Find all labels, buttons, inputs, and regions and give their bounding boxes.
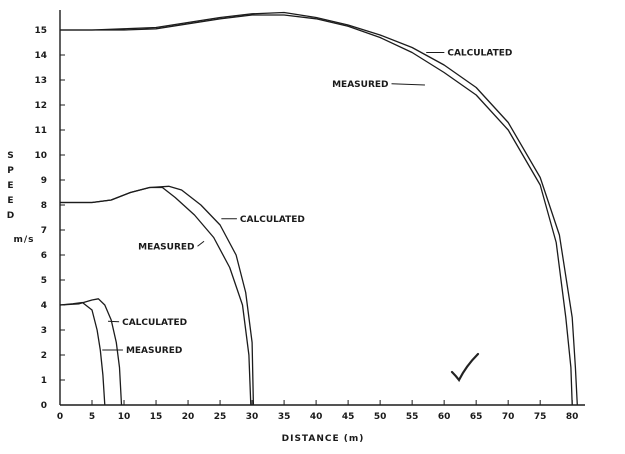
- series-line-measured-3: [60, 186, 252, 406]
- x-tick-label: 10: [118, 412, 131, 422]
- y-tick-label: 15: [34, 26, 47, 36]
- y-axis-unit: m/s: [13, 235, 34, 245]
- x-tick-label: 45: [342, 412, 355, 422]
- y-axis-title-letter: S: [7, 151, 14, 161]
- y-tick-label: 2: [41, 351, 47, 361]
- annotation-label: MEASURED: [138, 242, 194, 252]
- x-tick-label: 30: [246, 412, 259, 422]
- y-tick-label: 0: [41, 401, 47, 411]
- y-tick-label: 14: [34, 51, 47, 61]
- y-tick-label: 5: [41, 276, 47, 286]
- y-tick-label: 12: [34, 101, 47, 111]
- series-line-calculated-4: [59, 298, 123, 406]
- x-tick-label: 20: [182, 412, 195, 422]
- x-tick-label: 40: [310, 412, 323, 422]
- annotations: CALCULATED MEASURED CALCULATED MEASURED CALC…: [102, 49, 512, 356]
- check-mark: [450, 352, 480, 383]
- series-lines: [59, 11, 578, 406]
- x-tick-label: 65: [470, 412, 483, 422]
- annotation-label: CALCULATED: [447, 49, 512, 59]
- x-tick-label: 35: [278, 412, 291, 422]
- x-tick-label: 60: [438, 412, 451, 422]
- annotation-label: MEASURED: [126, 346, 182, 356]
- x-tick-label: 70: [502, 412, 515, 422]
- x-axis-title: DISTANCE (m): [282, 434, 365, 444]
- y-axis-title-letter: P: [7, 166, 15, 176]
- x-tick-label: 50: [374, 412, 387, 422]
- series-line-calculated-0: [60, 11, 578, 406]
- y-tick-label: 13: [34, 76, 47, 86]
- y-tick-label: 10: [34, 151, 47, 161]
- y-axis-title-letter: E: [7, 196, 14, 206]
- x-tick-label: 5: [89, 412, 95, 422]
- y-tick-label: 8: [41, 201, 47, 211]
- x-tick-label: 25: [214, 412, 227, 422]
- x-tick-label: 0: [57, 412, 63, 422]
- annotation-label: CALCULATED: [240, 215, 305, 225]
- x-tick-label: 15: [150, 412, 163, 422]
- annotation-leader: [107, 320, 120, 323]
- y-tick-label: 6: [41, 251, 47, 261]
- x-tick-label: 75: [534, 412, 547, 422]
- y-tick-label: 1: [41, 376, 47, 386]
- y-axis-title-letter: E: [7, 181, 14, 191]
- x-tick-label: 55: [406, 412, 419, 422]
- y-tick-label: 7: [41, 226, 47, 236]
- series-line-measured-5: [59, 301, 106, 406]
- y-axis-title-letter: D: [7, 211, 15, 221]
- annotation-leader: [197, 240, 205, 247]
- y-tick-label: 9: [41, 176, 47, 186]
- y-tick-label: 3: [41, 326, 47, 336]
- series-line-measured-1: [60, 14, 573, 406]
- annotation-label: CALCULATED: [122, 318, 187, 328]
- annotation-label: MEASURED: [332, 80, 388, 90]
- annotation-leader: [391, 83, 425, 86]
- y-tick-label: 11: [34, 126, 47, 136]
- x-tick-label: 80: [566, 412, 579, 422]
- y-tick-label: 4: [41, 301, 47, 311]
